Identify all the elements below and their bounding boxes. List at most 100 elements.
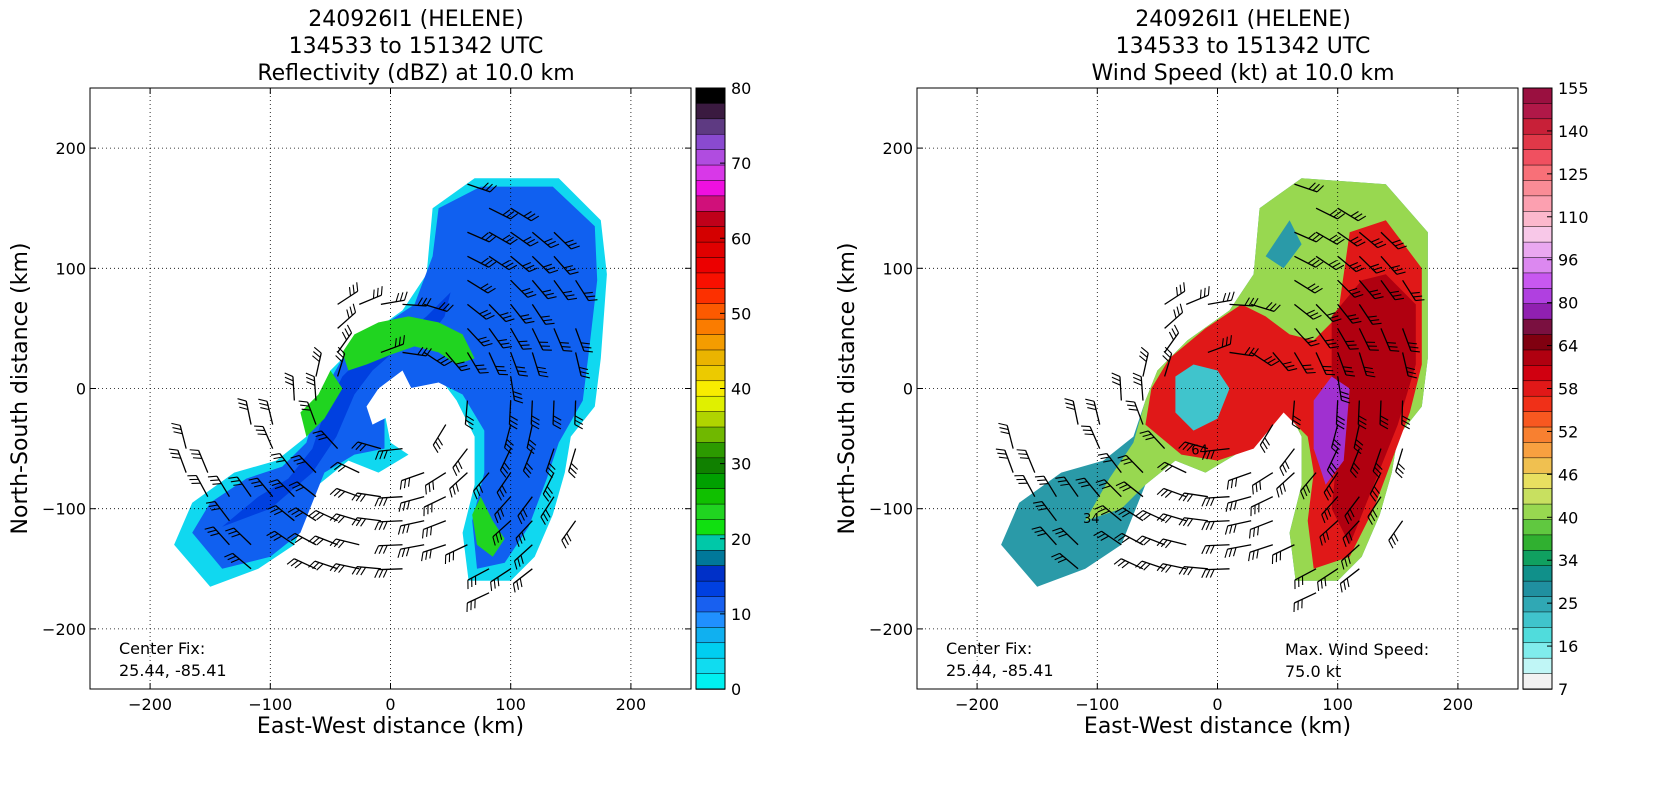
center-fix-label: Center Fix: [946, 639, 1032, 658]
barb-feather [1085, 434, 1094, 435]
x-tick-label: 0 [1212, 695, 1222, 714]
barb-feather [475, 365, 484, 366]
barb-feather [400, 481, 401, 490]
colorbar-swatch [1523, 134, 1552, 150]
colorbar-tick-label: 25 [1558, 594, 1578, 613]
wind-barb [1252, 473, 1272, 486]
barb-feather [1277, 489, 1279, 498]
barb-feather [256, 430, 265, 431]
wind-barb [1251, 497, 1273, 507]
barb-feather [384, 498, 388, 506]
colorbar-tick-label: 34 [1558, 551, 1578, 570]
colorbar-swatch [1523, 442, 1552, 458]
barb-feather [438, 438, 443, 446]
barb-feather [306, 377, 314, 380]
colorbar-swatch [696, 196, 725, 212]
barb-feather [353, 285, 354, 294]
barb-feather [517, 581, 519, 590]
wind-barb [338, 462, 360, 472]
colorbar-tick-label: 52 [1558, 422, 1578, 441]
barb-feather [1206, 546, 1210, 554]
barb-feather [1165, 491, 1172, 497]
wind-barb [381, 300, 405, 304]
barb-feather [407, 501, 409, 510]
barb-feather [571, 463, 577, 469]
barb-feather [998, 423, 1007, 425]
barb-feather [1394, 533, 1398, 541]
wind-barb [1206, 521, 1230, 522]
wind-barb [336, 539, 359, 545]
barb-feather [190, 450, 199, 451]
barb-feather [1225, 526, 1227, 535]
x-axis-label: East-West distance (km) [257, 714, 524, 739]
wind-barb [1277, 473, 1295, 489]
barb-feather [1321, 580, 1322, 589]
barb-feather [317, 564, 323, 570]
barb-feather [1396, 472, 1402, 478]
wind-barb [401, 497, 424, 503]
colorbar-swatch [1523, 674, 1552, 690]
barb-feather [238, 403, 247, 405]
colorbar-swatch [1523, 165, 1552, 181]
barb-feather [398, 549, 401, 558]
wind-barb [1165, 312, 1183, 328]
colorbar-swatch [696, 566, 725, 582]
barb-feather [399, 503, 401, 512]
barb-feather [1340, 584, 1342, 593]
title-line-1: 240926I1 (HELENE) [923, 6, 1563, 33]
barb-feather [1223, 293, 1226, 302]
barb-feather [400, 292, 403, 301]
barb-feather [313, 512, 320, 518]
wind-barb [180, 425, 186, 448]
colorbar-swatch [1523, 427, 1552, 443]
wind-barb [379, 497, 403, 498]
wind-barb [338, 312, 356, 328]
colorbar-swatch [1523, 150, 1552, 166]
barb-feather [350, 287, 351, 296]
wind-barb [423, 545, 446, 552]
barb-feather [208, 476, 217, 477]
wind-barb [450, 473, 468, 489]
barb-feather [1165, 541, 1171, 548]
barb-feather [375, 498, 379, 506]
x-tick-label: 200 [1443, 695, 1474, 714]
colorbar-swatch [1523, 103, 1552, 119]
y-tick-label: 0 [903, 380, 913, 399]
colorbar-swatch [696, 643, 725, 659]
barb-feather [996, 449, 1005, 450]
title-line-3: Wind Speed (kt) at 10.0 km [923, 60, 1563, 87]
colorbar-swatch [1523, 597, 1552, 613]
barb-feather [1129, 409, 1138, 410]
wind-barb [267, 401, 273, 424]
x-tick-label: −200 [955, 695, 999, 714]
colorbar-tick-label: 20 [731, 530, 751, 549]
barb-feather [193, 458, 202, 459]
wind-barb [401, 545, 425, 549]
center-fix-label: Center Fix: [119, 639, 205, 658]
barb-feather [1161, 490, 1168, 496]
wind-barb [467, 593, 489, 603]
barb-feather [1144, 539, 1151, 545]
barb-feather [309, 511, 316, 517]
barb-feather [172, 457, 181, 458]
barb-feather [1208, 286, 1209, 295]
barb-feather [1086, 403, 1095, 405]
barb-feather [569, 472, 575, 478]
wind-barb [1208, 300, 1232, 304]
colorbar-swatch [696, 103, 725, 119]
colorbar-swatch [1523, 550, 1552, 566]
colorbar-swatch [696, 273, 725, 289]
colorbar-swatch [696, 350, 725, 366]
barb-feather [1035, 476, 1044, 477]
barb-feather [259, 403, 268, 405]
barb-feather [1252, 485, 1253, 494]
wind-barb [1163, 539, 1186, 545]
barb-feather [360, 494, 365, 501]
barb-feather [285, 373, 293, 377]
barb-feather [426, 551, 427, 560]
wind-barb [1228, 545, 1252, 549]
colorbar-swatch [1523, 396, 1552, 412]
wind-barb [1228, 497, 1251, 503]
